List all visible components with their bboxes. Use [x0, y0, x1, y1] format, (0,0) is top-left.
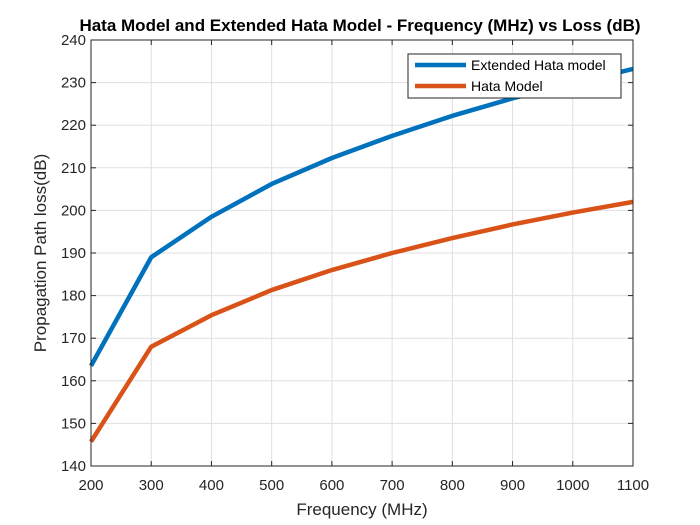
y-tick-label: 170 [61, 330, 86, 347]
x-tick-label: 1000 [556, 477, 589, 494]
x-tick-label: 300 [139, 477, 164, 494]
y-tick-label: 180 [61, 288, 86, 305]
legend-box [407, 53, 622, 99]
x-tick-label: 400 [199, 477, 224, 494]
y-tick-label: 240 [61, 32, 86, 49]
legend-label-extended-hata: Extended Hata model [471, 57, 606, 73]
x-tick-label: 200 [78, 477, 103, 494]
x-tick-label: 1100 [617, 477, 649, 494]
y-tick-label: 140 [61, 458, 86, 475]
chart-title: Hata Model and Extended Hata Model - Fre… [79, 16, 640, 35]
y-tick-label: 200 [61, 202, 86, 219]
legend: Extended Hata model Hata Model [407, 53, 622, 99]
ticks [90, 39, 634, 467]
y-tick-label: 160 [61, 373, 86, 390]
tick-labels: 200 300 400 500 600 700 800 900 1000 1100 140 150 16… [61, 32, 649, 494]
x-tick-label: 800 [440, 477, 465, 494]
x-tick-label: 500 [259, 477, 284, 494]
y-tick-label: 150 [61, 415, 86, 432]
x-axis-label: Frequency (MHz) [296, 500, 427, 519]
x-tick-label: 900 [500, 477, 525, 494]
hata-series-line [89, 199, 634, 443]
y-tick-label: 230 [61, 75, 86, 92]
y-tick-label: 210 [61, 160, 86, 177]
x-tick-label: 700 [380, 477, 405, 494]
x-tick-label: 600 [319, 477, 344, 494]
y-axis-label: Propagation Path loss(dB) [31, 154, 50, 352]
y-tick-label: 220 [61, 117, 86, 134]
y-tick-label: 190 [61, 245, 86, 262]
legend-label-hata: Hata Model [471, 78, 543, 94]
grid [90, 39, 634, 467]
